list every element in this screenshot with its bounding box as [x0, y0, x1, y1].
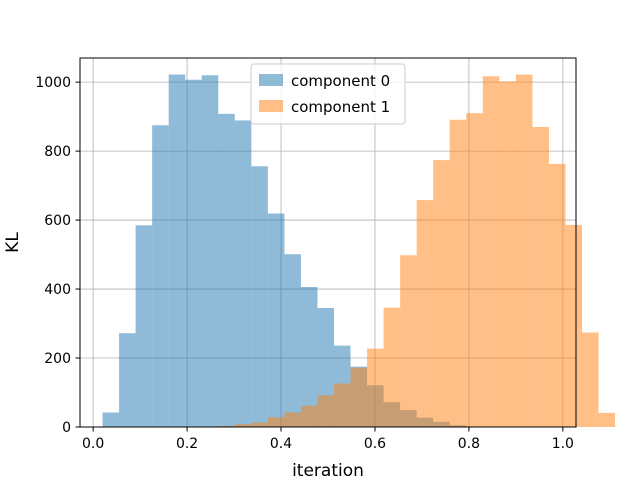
bar-component-1-18: [515, 74, 533, 427]
bar-component-1-13: [433, 160, 450, 428]
histogram-bars: [102, 74, 616, 428]
x-tick-label-5: 1.0: [552, 436, 574, 452]
legend-swatch-component-1: [259, 100, 283, 112]
y-tick-label-3: 600: [44, 213, 71, 229]
y-tick-label-4: 800: [44, 144, 71, 160]
bar-component-1-17: [499, 81, 516, 427]
bar-component-1-10: [383, 307, 401, 427]
x-tick-label-0: 0.0: [82, 436, 104, 452]
y-axis-label: KL: [3, 232, 23, 253]
x-tick-label-4: 0.8: [458, 436, 480, 452]
bar-component-1-1: [234, 424, 252, 427]
bar-component-0-4: [168, 74, 186, 427]
y-tick-label-1: 200: [44, 351, 71, 367]
y-tick-label-0: 0: [62, 420, 71, 436]
bar-component-0-9: [251, 166, 268, 427]
bar-component-1-0: [218, 425, 235, 427]
plot-frame: [79, 57, 577, 428]
bar-component-1-20: [548, 163, 566, 428]
x-tick-label-2: 0.4: [270, 436, 292, 452]
bar-component-1-23: [598, 412, 616, 427]
bar-component-1-7: [334, 383, 351, 427]
bar-component-0-0: [102, 412, 120, 427]
legend-label-component-1: component 1: [291, 98, 390, 116]
x-tick-label-3: 0.6: [364, 436, 386, 452]
bar-component-1-8: [350, 367, 368, 427]
bar-component-1-16: [482, 76, 500, 427]
legend-label-component-0: component 0: [291, 72, 390, 90]
bar-component-0-6: [201, 75, 219, 428]
bar-component-1-6: [317, 395, 335, 427]
y-tick-label-2: 400: [44, 282, 71, 298]
bar-component-0-3: [152, 125, 169, 427]
legend-swatch-component-0: [259, 74, 283, 86]
bar-component-1-2: [251, 422, 268, 427]
bar-component-1-14: [449, 119, 467, 427]
bar-component-0-2: [135, 225, 153, 427]
bar-component-1-9: [367, 348, 384, 427]
axes: 0.0 0.2 0.4 0.6 0.8 1.0 0 200 400 600 800 1000: [35, 57, 577, 452]
legend: component 0 component 1: [250, 63, 406, 125]
bar-component-1-19: [532, 126, 549, 428]
bar-component-1-3: [267, 417, 285, 427]
x-axis-label: iteration: [292, 461, 364, 480]
bar-component-1-11: [400, 255, 417, 427]
bar-component-1-4: [284, 412, 301, 427]
bar-component-1-5: [300, 405, 318, 427]
bar-component-1-21: [565, 224, 583, 427]
bar-component-0-1: [119, 333, 136, 427]
bar-component-1-15: [466, 113, 483, 428]
legend-frame: [250, 63, 406, 125]
x-tick-label-1: 0.2: [176, 436, 198, 452]
axis-labels: iteration KL: [3, 232, 364, 480]
bar-component-0-7: [218, 113, 235, 428]
bar-component-0-11: [284, 254, 301, 427]
bar-component-1-22: [582, 332, 599, 427]
y-tick-label-5: 1000: [35, 75, 71, 91]
bar-component-0-10: [267, 213, 285, 427]
bar-component-0-5: [185, 79, 202, 427]
bar-component-1-12: [416, 200, 434, 427]
bar-component-0-8: [234, 120, 252, 428]
bar-component-0-12: [300, 286, 318, 427]
